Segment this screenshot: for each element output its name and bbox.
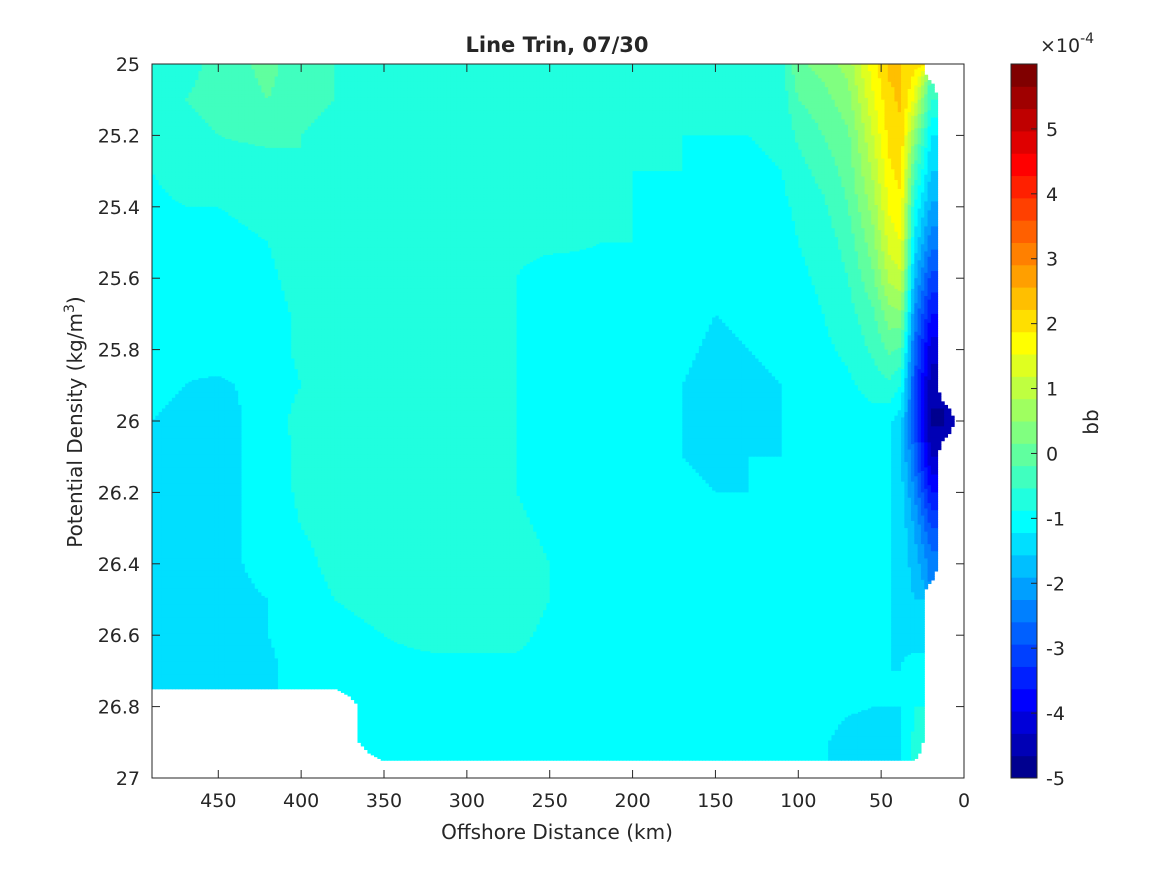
plot-area [152,64,964,778]
chart-title: Line Trin, 07/30 [465,33,648,57]
contour-fill [152,64,955,761]
